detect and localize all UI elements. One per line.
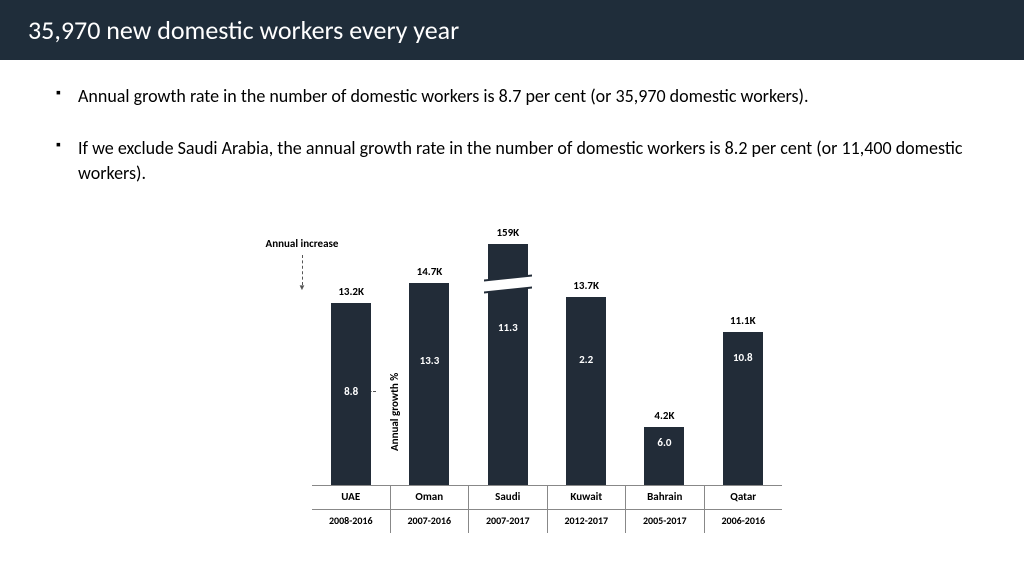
bar-column: 11.1K 10.8 bbox=[704, 213, 782, 485]
bar-value-label: 13.7K bbox=[573, 279, 599, 292]
bar-growth-label: 2.2 bbox=[579, 353, 593, 366]
bar-value-label: 159K bbox=[496, 226, 519, 239]
bar-column: 13.2K 8.8 bbox=[312, 213, 390, 485]
x-country: Qatar bbox=[705, 490, 783, 503]
x-period: 2008-2016 bbox=[312, 509, 390, 527]
bar: 159K11.3 bbox=[488, 244, 528, 485]
bar-column: 159K 11.3 bbox=[469, 213, 547, 485]
bar-chart: Annual increase Annual growth % 13.2K8.8… bbox=[242, 213, 782, 533]
x-axis-label: Kuwait 2012-2017 bbox=[547, 486, 626, 533]
x-period: 2005-2017 bbox=[626, 509, 704, 527]
bullet-item: Annual growth rate in the number of dome… bbox=[56, 84, 968, 108]
slide-title: 35,970 new domestic workers every year bbox=[28, 14, 996, 46]
bar-growth-label: 10.8 bbox=[733, 351, 753, 364]
x-country: Saudi bbox=[469, 490, 547, 503]
bar-growth-label: 8.8 bbox=[344, 385, 358, 398]
x-axis-label: Bahrain 2005-2017 bbox=[625, 486, 704, 533]
bar: 14.7K13.3 bbox=[409, 283, 449, 485]
arrow-down-icon bbox=[302, 255, 303, 285]
bullet-item: If we exclude Saudi Arabia, the annual g… bbox=[56, 136, 968, 185]
x-country: Bahrain bbox=[626, 490, 704, 503]
x-axis-label: Qatar 2006-2016 bbox=[704, 486, 783, 533]
x-axis: UAE 2008-2016Oman 2007-2016Saudi 2007-2017K… bbox=[312, 485, 782, 533]
bars-container: 13.2K 8.8 14.7K 13.3 159K 11.3 13.7K 2.2 4.2K 6.0… bbox=[312, 213, 782, 485]
bar-column: 13.7K 2.2 bbox=[547, 213, 625, 485]
slide-header: 35,970 new domestic workers every year bbox=[0, 0, 1024, 60]
x-axis-label: Oman 2007-2016 bbox=[390, 486, 469, 533]
x-period: 2007-2016 bbox=[391, 509, 469, 527]
bar: 13.7K2.2 bbox=[566, 297, 606, 485]
bar: 11.1K10.8 bbox=[723, 332, 763, 485]
bar-value-label: 14.7K bbox=[417, 265, 443, 278]
x-period: 2012-2017 bbox=[548, 509, 626, 527]
bar-value-label: 11.1K bbox=[730, 314, 756, 327]
x-country: Oman bbox=[391, 490, 469, 503]
bar-growth-label: 13.3 bbox=[420, 354, 440, 367]
bar-column: 14.7K 13.3 bbox=[390, 213, 468, 485]
bar: 4.2K6.0 bbox=[644, 427, 684, 485]
bar-column: 4.2K 6.0 bbox=[625, 213, 703, 485]
bar-growth-label: 11.3 bbox=[498, 321, 518, 334]
chart-plot-area: 13.2K 8.8 14.7K 13.3 159K 11.3 13.7K 2.2 4.2K 6.0… bbox=[312, 213, 782, 485]
bullet-list: Annual growth rate in the number of dome… bbox=[56, 84, 968, 185]
x-country: UAE bbox=[312, 490, 390, 503]
bar-value-label: 13.2K bbox=[338, 285, 364, 298]
axis-break-icon bbox=[484, 275, 532, 292]
x-axis-label: UAE 2008-2016 bbox=[312, 486, 390, 533]
x-axis-label: Saudi 2007-2017 bbox=[468, 486, 547, 533]
bar: 13.2K8.8 bbox=[331, 303, 371, 485]
x-period: 2007-2017 bbox=[469, 509, 547, 527]
x-period: 2006-2016 bbox=[705, 509, 783, 527]
x-country: Kuwait bbox=[548, 490, 626, 503]
bar-value-label: 4.2K bbox=[654, 409, 674, 422]
bar-growth-label: 6.0 bbox=[657, 436, 671, 449]
slide-body: Annual growth rate in the number of dome… bbox=[0, 60, 1024, 533]
